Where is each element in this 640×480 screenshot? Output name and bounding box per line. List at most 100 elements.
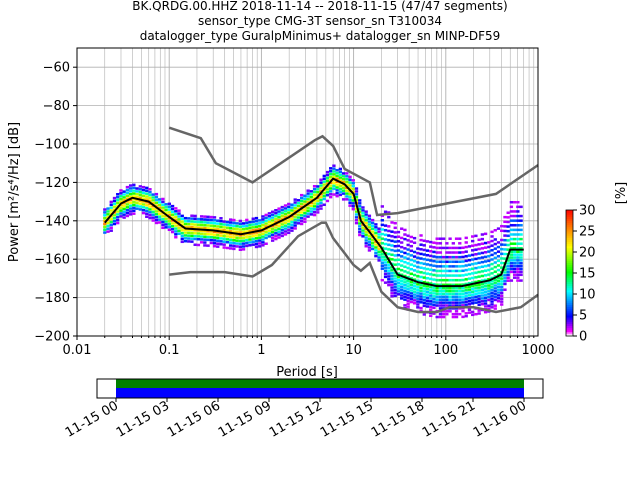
histogram-cell (209, 233, 213, 236)
histogram-cell (454, 274, 459, 277)
histogram-cell (500, 285, 504, 289)
histogram-cell (177, 212, 181, 215)
histogram-cell (406, 293, 410, 297)
histogram-cell (500, 252, 504, 256)
histogram-cell (483, 296, 488, 300)
histogram-cell (116, 198, 120, 202)
histogram-cell (212, 216, 217, 219)
histogram-cell (319, 190, 323, 193)
histogram-cell (432, 306, 436, 310)
histogram-cell (412, 269, 417, 272)
histogram-cell (429, 288, 433, 292)
histogram-cell (445, 292, 449, 296)
histogram-cell (448, 260, 452, 264)
data-coverage-bar (116, 379, 524, 388)
histogram-cell (490, 283, 494, 286)
histogram-cell (190, 234, 194, 238)
histogram-cell (119, 200, 123, 204)
histogram-cell (329, 195, 333, 199)
histogram-cell (412, 287, 417, 291)
histogram-cell (471, 276, 475, 280)
histogram-cell (480, 260, 485, 264)
histogram-cell (403, 278, 407, 281)
histogram-cell (274, 214, 278, 218)
histogram-cell (377, 233, 381, 236)
histogram-cell (183, 237, 188, 240)
histogram-cell (422, 301, 426, 305)
histogram-cell (512, 247, 517, 250)
histogram-cell (464, 245, 468, 249)
histogram-cell (419, 252, 423, 256)
histogram-cell (261, 223, 265, 227)
histogram-cell (148, 188, 152, 191)
histogram-cell (451, 255, 455, 259)
histogram-cell (422, 248, 426, 252)
histogram-cell (400, 291, 404, 294)
histogram-cell (122, 199, 126, 202)
histogram-cell (464, 300, 468, 304)
histogram-cell (270, 239, 275, 242)
histogram-cell (329, 172, 333, 176)
histogram-cell (158, 203, 162, 207)
histogram-cell (338, 182, 343, 185)
histogram-cell (471, 299, 475, 302)
histogram-cell (345, 189, 349, 192)
colorbar-segment (566, 277, 573, 280)
histogram-cell (438, 304, 443, 307)
histogram-cell (180, 240, 184, 244)
histogram-cell (190, 240, 194, 243)
histogram-cell (432, 286, 436, 289)
histogram-cell (145, 192, 149, 195)
histogram-cell (274, 223, 278, 226)
histogram-cell (238, 228, 242, 231)
histogram-cell (474, 292, 478, 296)
histogram-cell (503, 248, 507, 251)
histogram-cell (512, 219, 517, 222)
histogram-cell (128, 201, 133, 205)
histogram-cell (493, 284, 497, 287)
histogram-cell (116, 201, 120, 205)
histogram-cell (180, 231, 184, 235)
histogram-cell (106, 210, 110, 213)
histogram-cell (441, 269, 446, 273)
title-line-1: BK.QRDG.00.HHZ 2018-11-14 -- 2018-11-15 … (132, 0, 507, 13)
histogram-cell (464, 278, 468, 281)
histogram-cell (177, 229, 181, 233)
histogram-cell (480, 279, 485, 282)
histogram-cell (429, 254, 433, 258)
histogram-cell (493, 228, 497, 232)
histogram-cell (496, 268, 501, 272)
histogram-cell (454, 295, 459, 299)
histogram-cell (503, 288, 507, 291)
histogram-cell (454, 289, 459, 293)
colorbar-segment (566, 287, 573, 291)
histogram-cell (158, 206, 162, 210)
histogram-cell (364, 210, 368, 213)
colorbar-segment (566, 212, 573, 215)
histogram-cell (277, 221, 281, 225)
histogram-cell (409, 235, 414, 239)
histogram-cell (364, 219, 368, 222)
histogram-cell (193, 220, 197, 223)
histogram-cell (293, 204, 297, 207)
histogram-cell (248, 235, 252, 238)
histogram-cell (154, 210, 159, 213)
histogram-cell (400, 241, 404, 244)
colorbar-segment (566, 252, 573, 255)
histogram-cell (103, 208, 107, 211)
histogram-cell (232, 247, 236, 251)
histogram-cell (293, 218, 297, 222)
histogram-cell (496, 259, 501, 263)
histogram-cell (222, 231, 226, 235)
histogram-cell (519, 237, 523, 241)
histogram-cell (170, 225, 175, 228)
histogram-cell (109, 212, 113, 215)
histogram-cell (506, 234, 510, 238)
histogram-cell (245, 238, 249, 242)
histogram-cell (229, 232, 233, 236)
histogram-cell (199, 238, 204, 241)
histogram-cell (409, 289, 414, 292)
histogram-cell (370, 227, 375, 231)
histogram-cell (464, 286, 468, 289)
histogram-cell (361, 226, 365, 229)
